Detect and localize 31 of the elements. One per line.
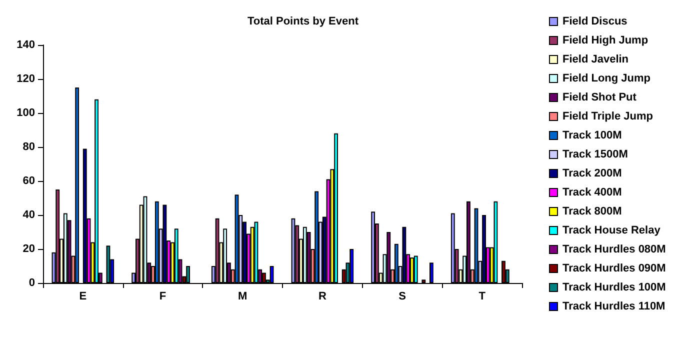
legend-label: Track 1500M <box>562 148 628 160</box>
legend-label: Track Hurdles 080M <box>562 244 666 256</box>
legend-label: Track 100M <box>562 130 622 142</box>
y-tick-label: 100 <box>16 107 35 119</box>
chart-title: Total Points by Event <box>247 16 359 28</box>
x-tick-label: M <box>238 290 248 302</box>
x-tick-label: R <box>318 290 326 302</box>
x-tick-label: T <box>478 290 486 302</box>
y-tick-label: 0 <box>28 277 35 289</box>
legend-label: Track Hurdles 100M <box>562 282 666 294</box>
legend-label: Field Shot Put <box>562 92 637 104</box>
legend-label: Track Hurdles 090M <box>562 262 666 274</box>
y-tick-label: 80 <box>22 141 35 153</box>
x-tick-label: S <box>398 290 406 302</box>
legend-label: Track 800M <box>562 206 622 218</box>
legend-label: Field Javelin <box>562 54 629 66</box>
y-tick-label: 120 <box>16 73 35 85</box>
x-tick-label: E <box>79 290 87 302</box>
y-tick-label: 60 <box>22 175 35 187</box>
legend-label: Track House Relay <box>562 224 662 236</box>
legend-label: Track 200M <box>562 168 622 180</box>
legend-label: Track 400M <box>562 186 622 198</box>
x-tick-label: F <box>159 290 166 302</box>
y-tick-label: 20 <box>22 243 35 255</box>
legend-label: Field High Jump <box>562 34 648 46</box>
y-tick-label: 140 <box>16 39 35 51</box>
legend-label: Track Hurdles 110M <box>562 300 666 312</box>
legend-label: Field Long Jump <box>562 72 651 84</box>
legend-label: Field Triple Jump <box>562 110 654 122</box>
legend-label: Field Discus <box>562 16 628 28</box>
y-tick-label: 40 <box>22 209 35 221</box>
